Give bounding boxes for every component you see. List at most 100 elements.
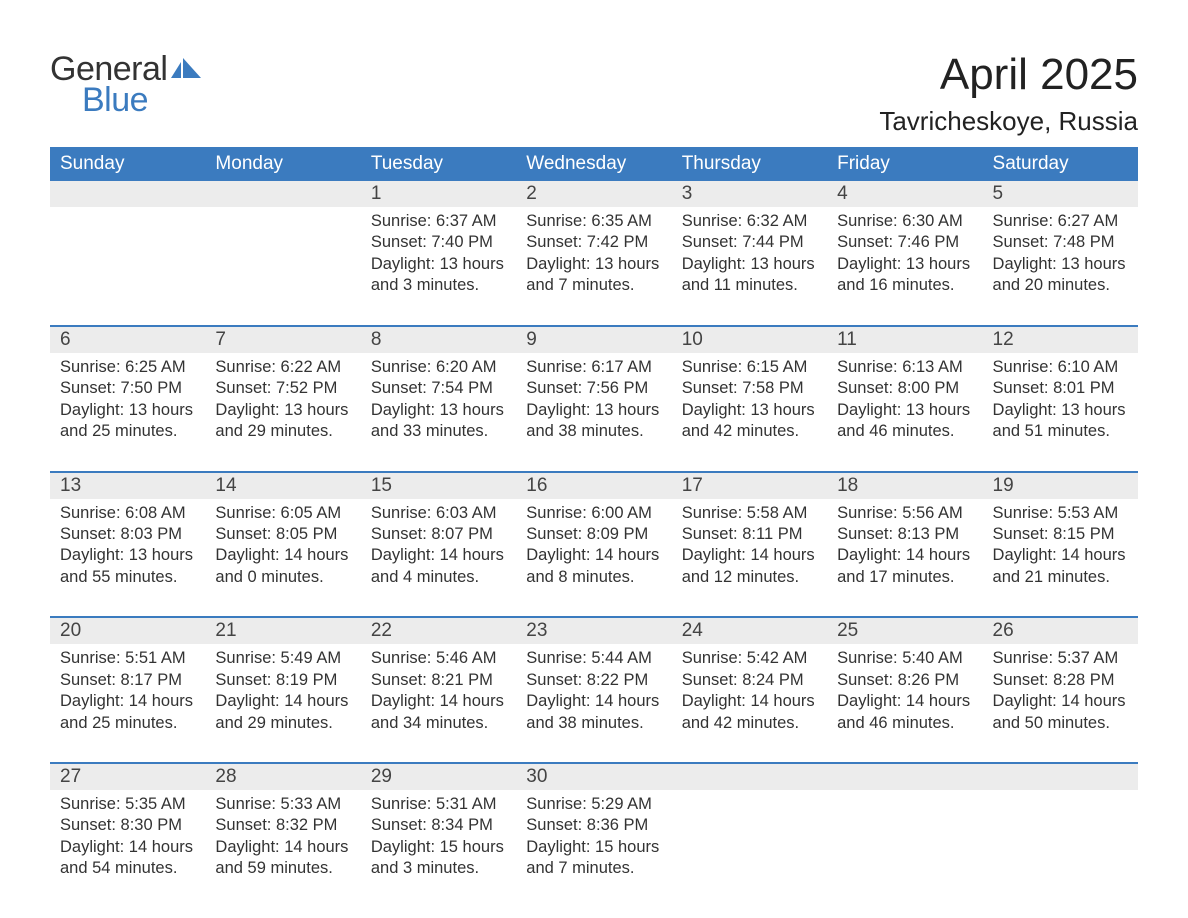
brand-word2: Blue [82, 81, 205, 120]
sunrise-text: Sunrise: 6:08 AM [60, 503, 195, 524]
daylight-text-1: Daylight: 13 hours [993, 254, 1128, 275]
daylight-text-2: and 38 minutes. [526, 713, 661, 734]
sunset-text: Sunset: 8:21 PM [371, 670, 506, 691]
daylight-text-2: and 11 minutes. [682, 275, 817, 296]
sunrise-text: Sunrise: 6:10 AM [993, 357, 1128, 378]
day-content-cell [983, 790, 1138, 908]
day-content-cell: Sunrise: 6:00 AMSunset: 8:09 PMDaylight:… [516, 499, 671, 618]
sunset-text: Sunset: 8:32 PM [215, 815, 350, 836]
sunset-text: Sunset: 8:03 PM [60, 524, 195, 545]
daylight-text-1: Daylight: 14 hours [371, 691, 506, 712]
sunrise-text: Sunrise: 5:46 AM [371, 648, 506, 669]
daylight-text-2: and 29 minutes. [215, 421, 350, 442]
day-number-cell: 18 [827, 472, 982, 499]
brand-logo: General Blue [50, 50, 205, 120]
sunset-text: Sunset: 7:50 PM [60, 378, 195, 399]
daylight-text-2: and 46 minutes. [837, 713, 972, 734]
daylight-text-2: and 7 minutes. [526, 275, 661, 296]
sunrise-text: Sunrise: 6:30 AM [837, 211, 972, 232]
day-number-cell: 2 [516, 181, 671, 207]
day-content-cell: Sunrise: 5:58 AMSunset: 8:11 PMDaylight:… [672, 499, 827, 618]
day-number-cell: 11 [827, 326, 982, 353]
day-number-cell: 7 [205, 326, 360, 353]
sunrise-text: Sunrise: 6:17 AM [526, 357, 661, 378]
daylight-text-1: Daylight: 14 hours [215, 837, 350, 858]
sunset-text: Sunset: 8:07 PM [371, 524, 506, 545]
daylight-text-2: and 20 minutes. [993, 275, 1128, 296]
daylight-text-2: and 34 minutes. [371, 713, 506, 734]
month-title: April 2025 [879, 50, 1138, 100]
sunset-text: Sunset: 7:40 PM [371, 232, 506, 253]
daylight-text-1: Daylight: 14 hours [682, 545, 817, 566]
daylight-text-2: and 59 minutes. [215, 858, 350, 879]
day-number-cell: 28 [205, 763, 360, 790]
daylight-text-2: and 51 minutes. [993, 421, 1128, 442]
sunset-text: Sunset: 8:24 PM [682, 670, 817, 691]
day-content-cell: Sunrise: 5:53 AMSunset: 8:15 PMDaylight:… [983, 499, 1138, 618]
sunset-text: Sunset: 7:44 PM [682, 232, 817, 253]
day-content-cell: Sunrise: 6:32 AMSunset: 7:44 PMDaylight:… [672, 207, 827, 326]
day-content-cell: Sunrise: 5:40 AMSunset: 8:26 PMDaylight:… [827, 644, 982, 763]
daylight-text-2: and 7 minutes. [526, 858, 661, 879]
day-content-cell: Sunrise: 5:35 AMSunset: 8:30 PMDaylight:… [50, 790, 205, 908]
daylight-text-1: Daylight: 13 hours [993, 400, 1128, 421]
day-content-cell: Sunrise: 6:25 AMSunset: 7:50 PMDaylight:… [50, 353, 205, 472]
daylight-text-2: and 16 minutes. [837, 275, 972, 296]
sunrise-text: Sunrise: 5:58 AM [682, 503, 817, 524]
sunset-text: Sunset: 8:01 PM [993, 378, 1128, 399]
sunset-text: Sunset: 8:17 PM [60, 670, 195, 691]
sunset-text: Sunset: 7:46 PM [837, 232, 972, 253]
day-content-cell: Sunrise: 6:27 AMSunset: 7:48 PMDaylight:… [983, 207, 1138, 326]
day-number-cell [50, 181, 205, 207]
sunset-text: Sunset: 8:11 PM [682, 524, 817, 545]
daylight-text-2: and 50 minutes. [993, 713, 1128, 734]
day-content-cell: Sunrise: 5:46 AMSunset: 8:21 PMDaylight:… [361, 644, 516, 763]
weekday-header: Thursday [672, 147, 827, 181]
daylight-text-1: Daylight: 14 hours [60, 691, 195, 712]
day-content-cell: Sunrise: 5:37 AMSunset: 8:28 PMDaylight:… [983, 644, 1138, 763]
daylight-text-2: and 29 minutes. [215, 713, 350, 734]
day-number-cell: 25 [827, 617, 982, 644]
day-content-cell: Sunrise: 6:03 AMSunset: 8:07 PMDaylight:… [361, 499, 516, 618]
day-number-cell: 23 [516, 617, 671, 644]
sunset-text: Sunset: 8:22 PM [526, 670, 661, 691]
sunset-text: Sunset: 8:30 PM [60, 815, 195, 836]
day-number-cell [205, 181, 360, 207]
sunrise-text: Sunrise: 5:42 AM [682, 648, 817, 669]
sunrise-text: Sunrise: 6:15 AM [682, 357, 817, 378]
day-number-cell: 15 [361, 472, 516, 499]
daylight-text-2: and 55 minutes. [60, 567, 195, 588]
sunrise-text: Sunrise: 6:32 AM [682, 211, 817, 232]
daylight-text-2: and 12 minutes. [682, 567, 817, 588]
sunrise-text: Sunrise: 5:56 AM [837, 503, 972, 524]
daylight-text-2: and 46 minutes. [837, 421, 972, 442]
weekday-header: Monday [205, 147, 360, 181]
day-content-cell: Sunrise: 6:22 AMSunset: 7:52 PMDaylight:… [205, 353, 360, 472]
daylight-text-2: and 25 minutes. [60, 713, 195, 734]
sunset-text: Sunset: 7:54 PM [371, 378, 506, 399]
page-header: General Blue April 2025 Tavricheskoye, R… [50, 50, 1138, 137]
day-content-cell: Sunrise: 6:30 AMSunset: 7:46 PMDaylight:… [827, 207, 982, 326]
daylight-text-2: and 17 minutes. [837, 567, 972, 588]
daylight-text-2: and 4 minutes. [371, 567, 506, 588]
sunrise-text: Sunrise: 6:20 AM [371, 357, 506, 378]
daylight-text-1: Daylight: 13 hours [526, 400, 661, 421]
daylight-text-1: Daylight: 13 hours [837, 254, 972, 275]
sunrise-text: Sunrise: 5:44 AM [526, 648, 661, 669]
sunset-text: Sunset: 8:09 PM [526, 524, 661, 545]
sunrise-text: Sunrise: 5:29 AM [526, 794, 661, 815]
sunrise-text: Sunrise: 5:40 AM [837, 648, 972, 669]
day-number-cell: 20 [50, 617, 205, 644]
sunrise-text: Sunrise: 6:25 AM [60, 357, 195, 378]
sunset-text: Sunset: 8:13 PM [837, 524, 972, 545]
sunset-text: Sunset: 8:28 PM [993, 670, 1128, 691]
daylight-text-2: and 8 minutes. [526, 567, 661, 588]
day-content-cell: Sunrise: 6:10 AMSunset: 8:01 PMDaylight:… [983, 353, 1138, 472]
day-number-cell: 8 [361, 326, 516, 353]
day-content-cell: Sunrise: 5:29 AMSunset: 8:36 PMDaylight:… [516, 790, 671, 908]
day-content-cell: Sunrise: 6:13 AMSunset: 8:00 PMDaylight:… [827, 353, 982, 472]
day-content-cell [50, 207, 205, 326]
daylight-text-1: Daylight: 14 hours [526, 545, 661, 566]
sunrise-text: Sunrise: 5:31 AM [371, 794, 506, 815]
daylight-text-2: and 0 minutes. [215, 567, 350, 588]
